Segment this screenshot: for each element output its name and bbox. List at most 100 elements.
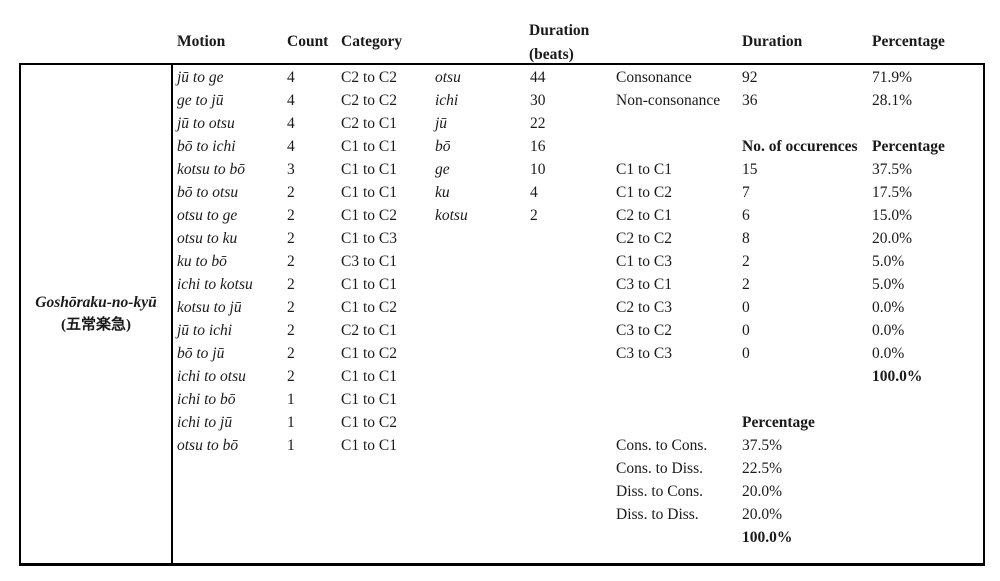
occurrence-count: 2 xyxy=(742,253,750,270)
motion-category: C1 to C3 xyxy=(341,230,397,247)
motion-count: 4 xyxy=(287,69,295,86)
motion-name: jū to otsu xyxy=(177,115,235,132)
note-name: jū xyxy=(435,115,448,132)
transition-row: Cons. to Diss. 22.5% xyxy=(0,457,1000,480)
motion-name: ge to jū xyxy=(177,92,224,109)
consonance-label: Non-consonance xyxy=(616,92,721,109)
column-header-category: Category xyxy=(341,33,403,50)
motion-count: 4 xyxy=(287,115,295,132)
occurrence-category: C3 to C1 xyxy=(616,276,672,293)
note-beats: 44 xyxy=(530,69,546,86)
transition-percentage: 37.5% xyxy=(742,437,783,454)
motion-count: 1 xyxy=(287,437,295,454)
occurrence-category: C2 to C3 xyxy=(616,299,672,316)
motion-count: 4 xyxy=(287,138,295,155)
transition-label: Diss. to Cons. xyxy=(616,483,703,500)
occurrence-row: C1 to C3 2 5.0% xyxy=(0,250,1000,273)
motion-name: jū to ge xyxy=(177,69,224,86)
occurrence-count: 15 xyxy=(742,161,758,178)
occurrence-count: 7 xyxy=(742,184,750,201)
motion-row: ge to jū 4 C2 to C2 xyxy=(0,89,1000,112)
occurrence-percentage: 20.0% xyxy=(872,230,913,247)
transitions-total-percentage: 100.0% xyxy=(742,529,793,546)
occurrence-count: 2 xyxy=(742,276,750,293)
motion-row: ku to bō 2 C3 to C1 xyxy=(0,250,1000,273)
motion-name: ichi to otsu xyxy=(177,368,246,385)
motion-count: 2 xyxy=(287,253,295,270)
motion-row: kotsu to jū 2 C1 to C2 xyxy=(0,296,1000,319)
column-header-duration: Duration xyxy=(742,33,803,50)
motion-name: bō to otsu xyxy=(177,184,239,201)
motion-row: jū to ge 4 C2 to C2 xyxy=(0,66,1000,89)
motion-count: 2 xyxy=(287,345,295,362)
motion-name: ku to bō xyxy=(177,253,227,270)
note-name: ku xyxy=(435,184,450,201)
occurrence-percentage: 0.0% xyxy=(872,299,905,316)
occurrence-category: C1 to C3 xyxy=(616,253,672,270)
consonance-summary-row: Consonance 92 71.9% xyxy=(0,66,1000,89)
motion-row: otsu to bō 1 C1 to C1 xyxy=(0,434,1000,457)
motion-category: C1 to C1 xyxy=(341,437,397,454)
note-name: ge xyxy=(435,161,450,178)
occurrence-category: C2 to C1 xyxy=(616,207,672,224)
motion-row: otsu to ge 2 C1 to C2 xyxy=(0,204,1000,227)
motion-category: C1 to C2 xyxy=(341,414,397,431)
occurrence-percentage: 15.0% xyxy=(872,207,913,224)
column-header-duration-beats: Duration (beats) xyxy=(529,19,589,67)
motion-category: C2 to C1 xyxy=(341,115,397,132)
note-duration-row: ge 10 xyxy=(0,158,1000,181)
motion-category: C1 to C1 xyxy=(341,161,397,178)
motion-count: 1 xyxy=(287,414,295,431)
note-duration-row: kotsu 2 xyxy=(0,204,1000,227)
motion-category: C2 to C1 xyxy=(341,322,397,339)
occurrence-row: C3 to C1 2 5.0% xyxy=(0,273,1000,296)
motion-category: C1 to C1 xyxy=(341,276,397,293)
transitions-percentage-header: Percentage xyxy=(742,414,815,431)
note-name: ichi xyxy=(435,92,459,109)
motion-category: C1 to C1 xyxy=(341,138,397,155)
piece-title-kanji: (五常楽急) xyxy=(61,317,131,333)
piece-column-divider xyxy=(171,63,173,566)
transition-label: Diss. to Diss. xyxy=(616,506,699,523)
occurrence-row: C3 to C3 0 0.0% xyxy=(0,342,1000,365)
motion-name: ichi to jū xyxy=(177,414,233,431)
transition-percentage: 22.5% xyxy=(742,460,783,477)
motion-category: C2 to C2 xyxy=(341,69,397,86)
transition-percentage: 20.0% xyxy=(742,506,783,523)
consonance-percentage: 71.9% xyxy=(872,69,913,86)
motion-name: bō to ichi xyxy=(177,138,236,155)
motion-count: 1 xyxy=(287,391,295,408)
note-name: kotsu xyxy=(435,207,468,224)
note-duration-row: ichi 30 xyxy=(0,89,1000,112)
transition-label: Cons. to Cons. xyxy=(616,437,708,454)
motion-name: kotsu to bō xyxy=(177,161,246,178)
motion-name: otsu to ge xyxy=(177,207,238,224)
occurrence-count: 0 xyxy=(742,345,750,362)
consonance-summary-row: Non-consonance 36 28.1% xyxy=(0,89,1000,112)
motion-count: 2 xyxy=(287,276,295,293)
note-duration-row: otsu 44 xyxy=(0,66,1000,89)
motion-count: 2 xyxy=(287,184,295,201)
motion-name: kotsu to jū xyxy=(177,299,242,316)
occurrence-row: C2 to C2 8 20.0% xyxy=(0,227,1000,250)
column-header-duration-beats-line1: Duration xyxy=(529,22,590,39)
motion-row: otsu to ku 2 C1 to C3 xyxy=(0,227,1000,250)
motion-category: C3 to C1 xyxy=(341,253,397,270)
column-header-motion: Motion xyxy=(177,33,226,50)
motion-name: bō to jū xyxy=(177,345,225,362)
column-header-duration-beats-line2: (beats) xyxy=(529,46,574,63)
motion-category: C1 to C1 xyxy=(341,391,397,408)
note-duration-row: ku 4 xyxy=(0,181,1000,204)
consonance-label: Consonance xyxy=(616,69,692,86)
table-body-border xyxy=(19,63,985,566)
occurrence-percentage: 5.0% xyxy=(872,276,905,293)
motion-count: 2 xyxy=(287,299,295,316)
motion-row: bō to jū 2 C1 to C2 xyxy=(0,342,1000,365)
column-header-percentage: Percentage xyxy=(872,33,945,50)
motion-count: 4 xyxy=(287,92,295,109)
transition-percentage: 20.0% xyxy=(742,483,783,500)
note-duration-row: bō 16 xyxy=(0,135,1000,158)
occurrence-percentage: 0.0% xyxy=(872,322,905,339)
occurrence-row: C1 to C1 15 37.5% xyxy=(0,158,1000,181)
motion-name: otsu to ku xyxy=(177,230,238,247)
